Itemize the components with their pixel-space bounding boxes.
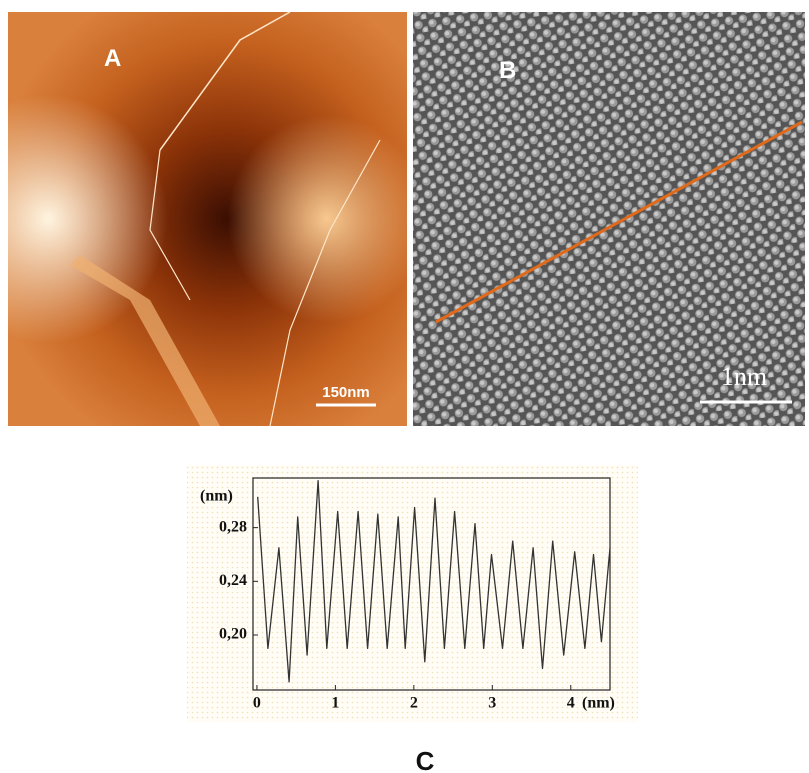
y-tick-label: 0,20	[219, 626, 247, 643]
scale-label: 150nm	[322, 384, 370, 401]
y-axis-label: (nm)	[200, 488, 233, 505]
x-tick-label: 0	[253, 695, 261, 712]
x-axis-label: (nm)	[582, 695, 615, 712]
x-tick-label: 1	[331, 695, 339, 712]
y-tick-label: 0,28	[219, 518, 247, 535]
panel-label: A	[104, 45, 121, 72]
x-tick-label: 2	[410, 695, 418, 712]
figure: A 150nm B 1nm (nm) (nm) 0,20 0,24 0,28 0 1 2 3…	[0, 0, 809, 773]
panel-label: B	[499, 57, 516, 84]
x-tick-label: 4	[567, 695, 575, 712]
y-tick-label: 0,24	[219, 572, 247, 589]
panel-b: B 1nm	[413, 12, 805, 426]
panel-a: A 150nm	[8, 12, 407, 426]
afm-highlight	[8, 12, 407, 426]
x-tick-label: 3	[488, 695, 496, 712]
panel-c: (nm) (nm) 0,20 0,24 0,28 0 1 2 3 4	[187, 465, 638, 722]
scale-label: 1nm	[721, 362, 767, 391]
panel-label: C	[416, 746, 435, 773]
